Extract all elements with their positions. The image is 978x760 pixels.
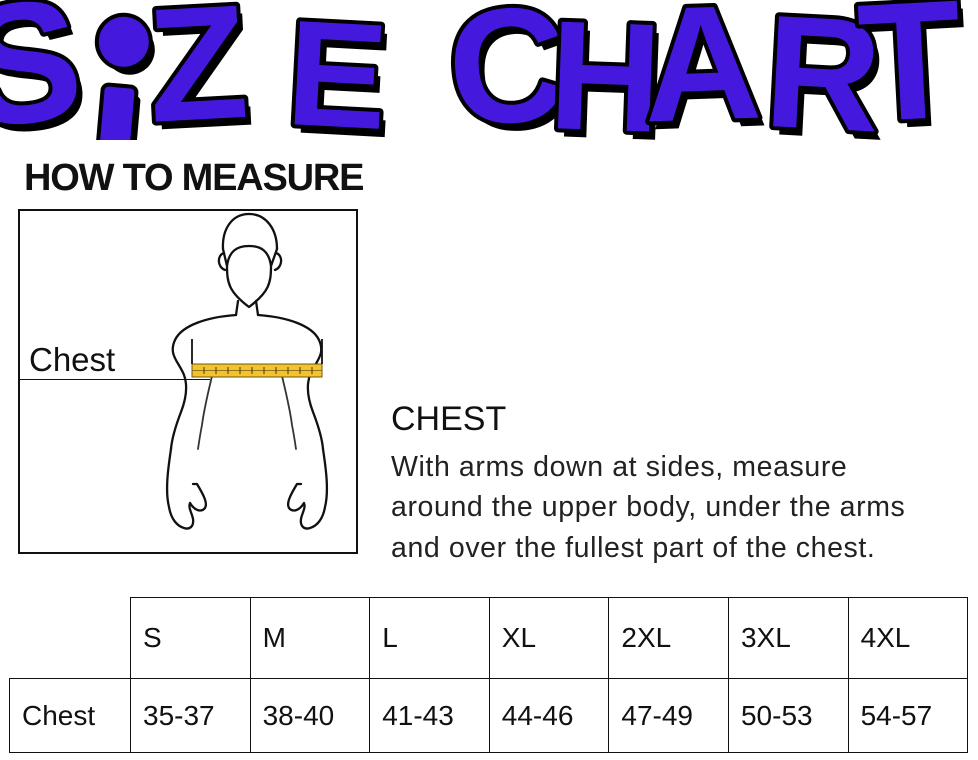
svg-text:T: T bbox=[854, 0, 966, 140]
svg-text:A: A bbox=[640, 0, 764, 140]
svg-text:Z: Z bbox=[143, 0, 251, 140]
svg-text:E: E bbox=[283, 0, 392, 140]
